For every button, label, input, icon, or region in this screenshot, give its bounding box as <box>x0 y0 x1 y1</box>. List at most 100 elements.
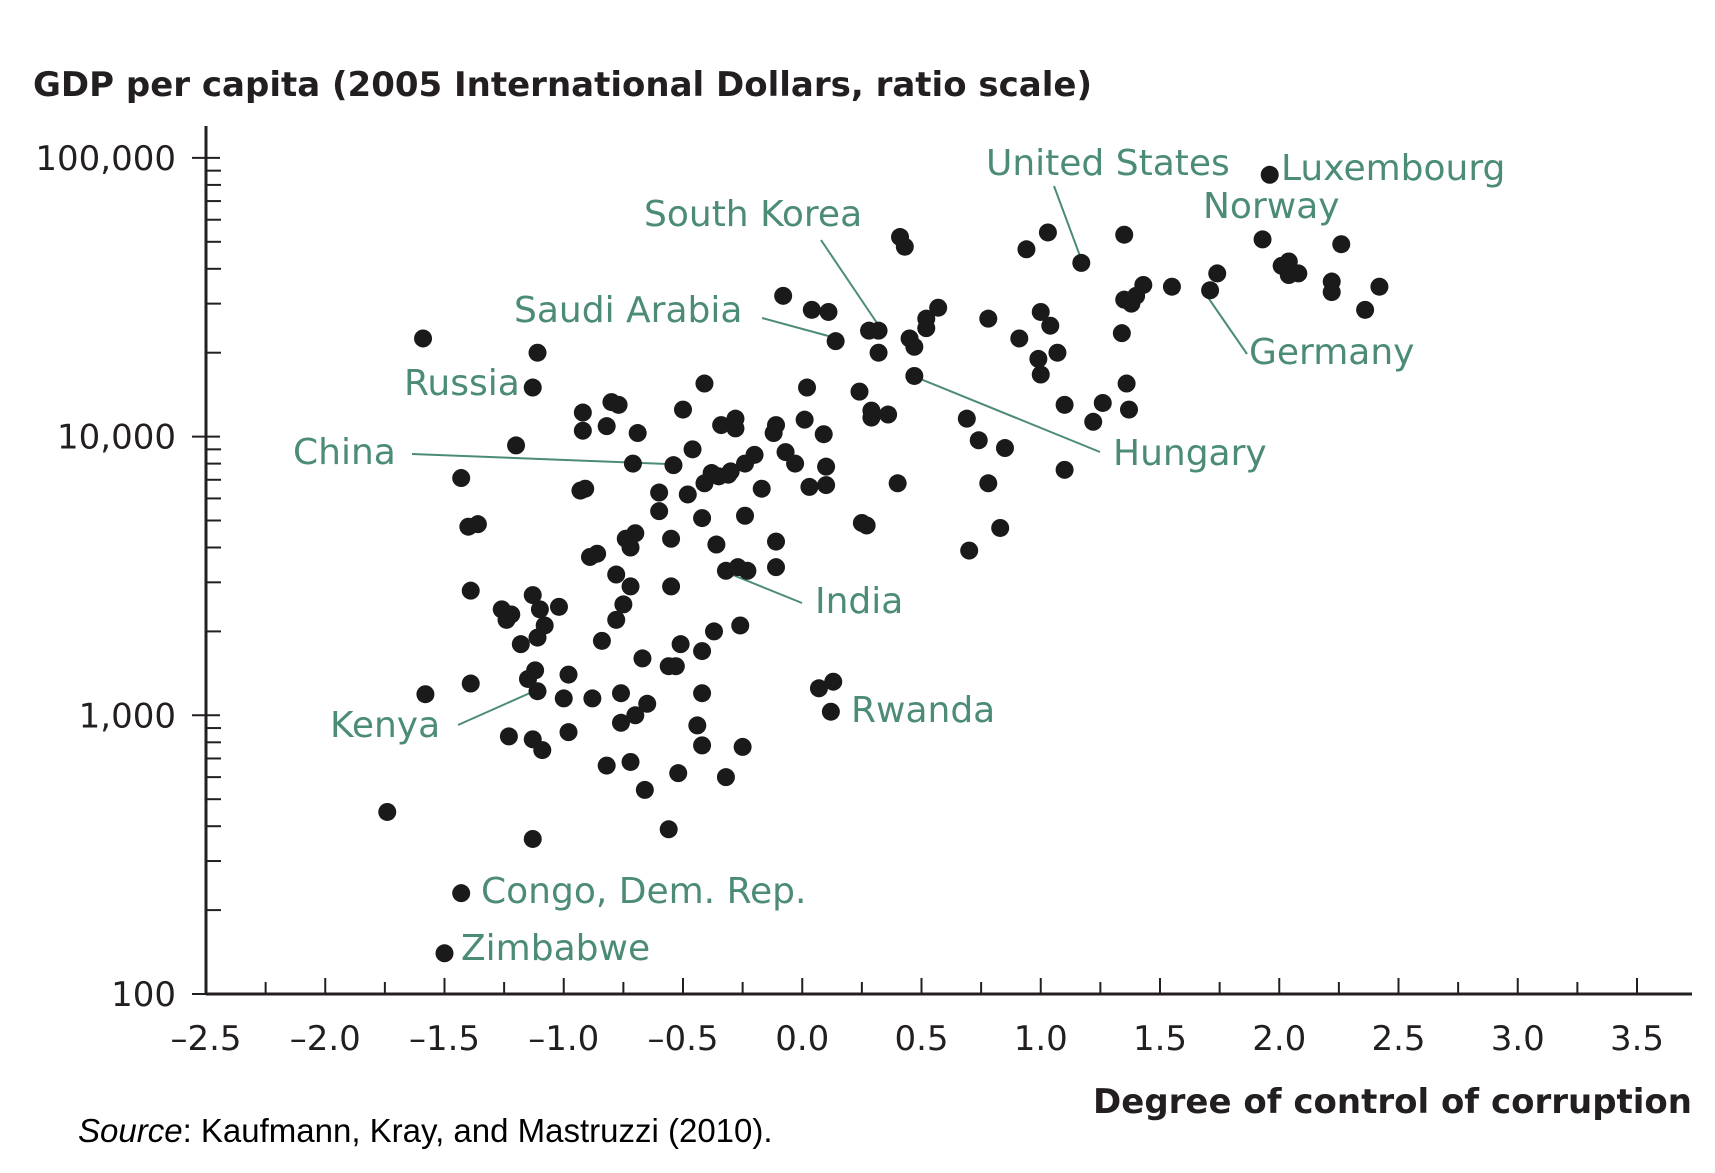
data-point <box>621 538 640 557</box>
data-point <box>633 649 652 668</box>
data-point <box>957 409 976 428</box>
annotation-leader <box>1206 295 1248 355</box>
data-point <box>716 768 735 787</box>
data-point <box>1112 324 1131 343</box>
data-point <box>609 395 628 414</box>
data-point <box>752 479 771 498</box>
data-point <box>1041 316 1060 335</box>
data-point <box>979 474 998 493</box>
data-point <box>693 509 712 528</box>
data-point <box>705 622 724 641</box>
data-point <box>731 616 750 635</box>
annotation-label: Russia <box>404 363 520 404</box>
data-point <box>528 682 547 701</box>
data-point <box>693 684 712 703</box>
data-point <box>678 485 697 504</box>
data-point <box>1031 365 1050 384</box>
data-point <box>1055 395 1074 414</box>
x-tick-label: 0.0 <box>775 1019 829 1059</box>
data-point <box>1029 349 1048 368</box>
annotation-label: Rwanda <box>851 690 995 731</box>
data-point <box>573 403 592 422</box>
data-point <box>614 595 633 614</box>
data-point <box>929 298 948 317</box>
x-tick-label: 1.5 <box>1133 1019 1187 1059</box>
data-point <box>736 506 755 525</box>
annotation-leader <box>722 570 803 604</box>
data-point <box>611 713 630 732</box>
data-point <box>1010 329 1029 348</box>
annotation-leaders <box>411 185 1248 726</box>
data-point <box>1201 281 1220 300</box>
data-point <box>628 424 647 443</box>
ticks <box>192 156 1638 995</box>
data-point <box>905 366 924 385</box>
y-tick-label: 100,000 <box>35 139 176 179</box>
annotation-leader <box>761 317 833 338</box>
data-point <box>583 689 602 708</box>
source-text: : Kaufmann, Kray, and Mastruzzi (2010). <box>182 1112 773 1149</box>
data-point <box>819 302 838 321</box>
data-point <box>995 439 1014 458</box>
data-point <box>862 408 881 427</box>
data-point <box>1048 343 1067 362</box>
data-point <box>378 802 397 821</box>
data-point <box>623 454 642 473</box>
data-point <box>650 502 669 521</box>
data-point <box>736 454 755 473</box>
data-point <box>1279 252 1298 271</box>
data-point <box>1119 400 1138 419</box>
data-point <box>688 716 707 735</box>
annotation-label: South Korea <box>644 194 862 235</box>
x-tick-label: 3.0 <box>1491 1019 1545 1059</box>
data-point <box>416 685 435 704</box>
axes <box>204 126 1692 996</box>
data-point <box>693 736 712 755</box>
annotation-label: Norway <box>1203 186 1340 227</box>
annotation-label: Congo, Dem. Rep. <box>481 871 806 912</box>
data-point <box>1093 393 1112 412</box>
x-tick-label: –0.5 <box>647 1019 718 1059</box>
data-point <box>650 483 669 502</box>
data-point <box>1208 264 1227 283</box>
data-point <box>621 752 640 771</box>
data-point <box>502 605 521 624</box>
data-point <box>507 436 526 455</box>
annotation-label: Saudi Arabia <box>514 290 742 331</box>
data-point <box>607 610 626 629</box>
annotation-label: India <box>815 581 903 622</box>
data-point <box>533 741 552 760</box>
data-point <box>800 477 819 496</box>
data-point <box>850 382 869 401</box>
data-point <box>1356 300 1375 319</box>
y-tick-label: 10,000 <box>57 418 176 458</box>
data-point <box>1072 253 1091 272</box>
x-tick-label: 3.5 <box>1610 1019 1664 1059</box>
data-point <box>795 410 814 429</box>
data-point <box>597 417 616 436</box>
data-point <box>452 469 471 488</box>
data-point <box>635 780 654 799</box>
data-point <box>917 309 936 328</box>
annotation-label: China <box>293 432 396 473</box>
data-point <box>559 665 578 684</box>
data-point <box>852 513 871 532</box>
data-point <box>707 535 726 554</box>
data-point <box>528 628 547 647</box>
data-point <box>774 286 793 305</box>
x-axis-title: Degree of control of corruption <box>1093 1082 1692 1122</box>
data-point <box>1253 230 1272 249</box>
data-point <box>809 679 828 698</box>
data-point <box>666 657 685 676</box>
data-point <box>1162 277 1181 296</box>
y-tick-label: 100 <box>111 975 176 1015</box>
data-point <box>1115 225 1134 244</box>
data-point <box>802 300 821 319</box>
data-point <box>814 425 833 444</box>
data-point <box>991 518 1010 537</box>
data-point <box>1055 460 1074 479</box>
data-point <box>786 454 805 473</box>
data-point <box>674 400 692 419</box>
data-points <box>378 165 1389 963</box>
